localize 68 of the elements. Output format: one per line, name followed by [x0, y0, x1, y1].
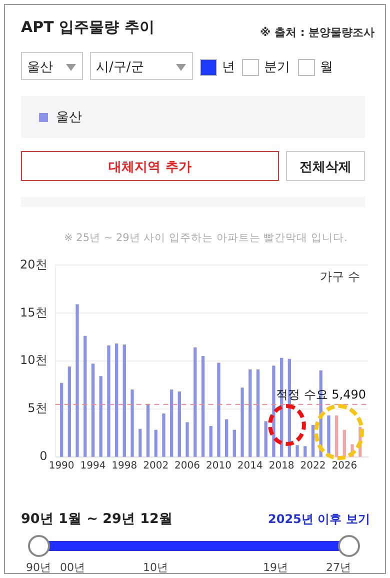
bar [154, 430, 158, 457]
bar [107, 345, 110, 457]
bar [170, 390, 174, 457]
bar [272, 366, 276, 457]
bar [256, 369, 260, 457]
x-tick-label: 2014 [237, 460, 263, 472]
y-axis-title: 가구 수 [320, 269, 360, 284]
x-tick-label: 1990 [48, 460, 74, 472]
bar [240, 388, 244, 457]
bar [60, 382, 64, 457]
bar [194, 347, 197, 457]
y-tick-label: 0 [40, 449, 48, 464]
bar [201, 356, 205, 457]
text: 10년 [143, 560, 168, 575]
bar [304, 446, 307, 457]
bar [68, 366, 71, 457]
bar [178, 391, 181, 457]
x-tick-label: 1998 [112, 460, 138, 472]
bar [122, 344, 126, 457]
bar [138, 428, 142, 457]
bar [130, 390, 134, 457]
bar [146, 404, 150, 457]
bar [311, 425, 315, 457]
y-tick-label: 20천 [20, 257, 48, 272]
x-tick-label: 1994 [80, 460, 106, 472]
y-tick-label: 5천 [28, 401, 48, 416]
y-tick-label: 10천 [20, 353, 48, 368]
ref-line-label: 적정 수요 5,490 [276, 387, 366, 402]
delete-all-button: 전체삭제 [286, 151, 365, 181]
bar [114, 344, 118, 457]
y-tick-label: 15천 [20, 305, 48, 320]
text: 년 [221, 59, 235, 76]
add-region-button: 대체지역 추가 [21, 151, 279, 181]
bar [342, 430, 346, 457]
bar [217, 362, 220, 457]
bar [99, 376, 102, 457]
x-tick-label: 2022 [300, 460, 326, 472]
bar [162, 414, 166, 457]
text: ※ 출처 : 분양물량조사 [260, 25, 375, 40]
x-tick-label: 2026 [332, 460, 358, 472]
bar [334, 415, 338, 457]
text: ※ 25년 ~ 29년 사이 입주하는 아파트는 빨간막대 입니다. [64, 231, 348, 245]
text: 90년 1월 ~ 29년 12월 [21, 510, 173, 528]
text: 월 [319, 59, 333, 76]
text: 27년 [326, 560, 351, 575]
chart-title: APT 입주물량 추이 [21, 18, 154, 37]
text: 90년 [26, 560, 51, 575]
bar [209, 426, 212, 457]
text: 분기 [263, 59, 290, 76]
bar [232, 430, 236, 457]
text: 2025년 이후 보기 [268, 511, 370, 528]
x-tick-label: 2006 [174, 460, 200, 472]
bar [186, 422, 189, 457]
district-dropdown: 시/구/군 [90, 52, 193, 80]
region-dropdown: 울산 [21, 52, 83, 80]
text: 19년 [263, 560, 288, 575]
bar [264, 421, 268, 457]
bar [224, 419, 228, 457]
legend-label: 울산 [21, 96, 365, 138]
bar [91, 364, 95, 457]
bar [248, 369, 252, 457]
text: 00년 [60, 560, 85, 575]
bar [76, 304, 79, 457]
bar [296, 445, 299, 457]
x-tick-label: 2018 [268, 460, 294, 472]
bar [84, 336, 87, 457]
x-tick-label: 2010 [206, 460, 232, 472]
x-tick-label: 2002 [143, 460, 169, 472]
